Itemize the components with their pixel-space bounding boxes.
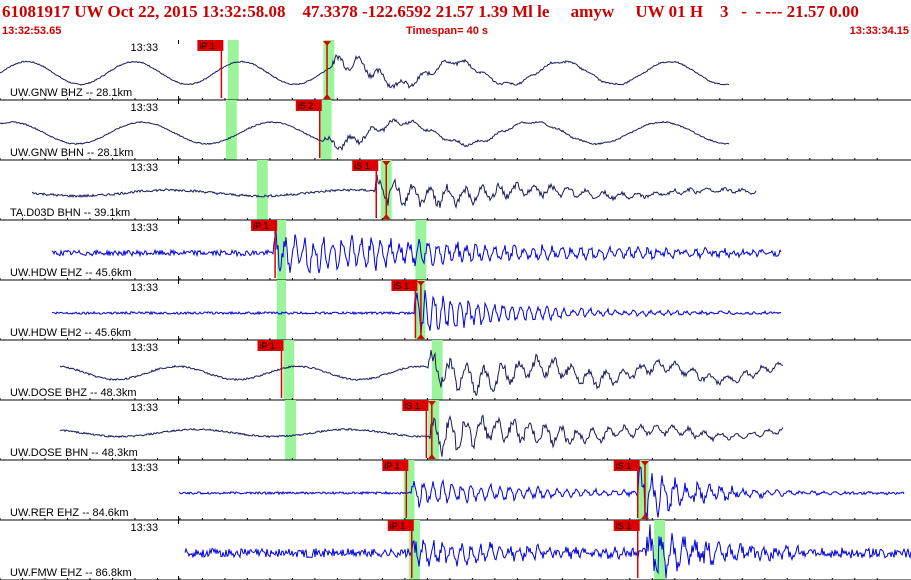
phase-pick-flag[interactable] xyxy=(295,100,322,111)
channel-label: UW.FMW EHZ -- 86.8km xyxy=(10,567,132,579)
waveform-trace[interactable] xyxy=(59,349,784,397)
pick-marker-icon[interactable] xyxy=(382,161,391,166)
pick-window xyxy=(276,280,286,340)
minute-tick-label: 13:33 xyxy=(131,162,159,174)
minute-tick-label: 13:33 xyxy=(131,462,159,474)
waveform-trace[interactable] xyxy=(31,174,757,210)
minute-tick-label: 13:33 xyxy=(131,222,159,234)
waveform-trace[interactable] xyxy=(0,118,730,152)
phase-pick-label: iS 1 xyxy=(616,521,632,531)
channel-row[interactable]: iP 1 13:33 UW.GNW BHZ -- 28.1km xyxy=(0,40,911,101)
pick-window xyxy=(323,40,335,100)
phase-pick-label: iP 1 xyxy=(199,41,214,51)
channel-row[interactable]: iS 2 13:33 UW.GNW BHN -- 28.1km xyxy=(0,100,911,161)
channel-label: UW.RER EHZ -- 84.6km xyxy=(10,507,129,519)
waveform-trace[interactable] xyxy=(51,289,782,334)
channel-row[interactable]: iP 1 iS 1 13:33 UW.FMW EHZ -- 86.8km xyxy=(0,520,911,580)
event-header: 61081917 UW Oct 22, 2015 13:32:58.08 47.… xyxy=(0,0,911,40)
pick-window xyxy=(276,220,286,280)
waveform-trace[interactable] xyxy=(184,524,911,579)
channel-label: UW.DOSE BHN -- 48.3km xyxy=(10,447,138,459)
window-start-time: 13:32:53.65 xyxy=(2,25,62,37)
pick-window xyxy=(225,100,237,160)
pick-window xyxy=(285,400,296,460)
channel-row[interactable]: iS 1 13:33 UW.HDW EH2 -- 45.6km xyxy=(0,280,911,341)
waveform-trace[interactable] xyxy=(59,414,784,457)
channel-label: UW.GNW BHN -- 28.1km xyxy=(10,147,133,159)
waveform-trace[interactable] xyxy=(0,54,730,90)
pick-marker-icon[interactable] xyxy=(640,514,649,519)
pick-window xyxy=(637,460,649,520)
phase-pick-label: iS 2 xyxy=(298,101,314,111)
pick-window xyxy=(414,280,426,340)
phase-pick-flag[interactable] xyxy=(382,460,409,471)
pick-marker-icon[interactable] xyxy=(416,281,425,286)
phase-pick-label: iP 1 xyxy=(253,221,268,231)
minute-tick-label: 13:33 xyxy=(131,522,159,534)
waveform-trace[interactable] xyxy=(51,228,782,274)
channel-row[interactable]: iP 1 13:33 UW.DOSE BHZ -- 48.3km xyxy=(0,340,911,401)
minute-tick-label: 13:33 xyxy=(131,102,159,114)
channel-label: UW.DOSE BHZ -- 48.3km xyxy=(10,387,137,399)
pick-marker-icon[interactable] xyxy=(323,94,332,99)
pick-window xyxy=(431,340,443,400)
channel-label: TA.D03D BHN -- 39.1km xyxy=(10,207,130,219)
pick-window xyxy=(403,460,415,520)
phase-pick-flag[interactable] xyxy=(613,460,640,471)
pick-marker-icon[interactable] xyxy=(640,461,649,466)
pick-marker-icon[interactable] xyxy=(427,401,436,406)
channel-row[interactable]: iP 1 iS 1 13:33 UW.RER EHZ -- 84.6km xyxy=(0,460,911,521)
pick-marker-icon[interactable] xyxy=(382,214,391,219)
pick-window xyxy=(320,100,332,160)
phase-pick-label: iP 1 xyxy=(390,521,405,531)
pick-marker-icon[interactable] xyxy=(427,454,436,459)
pick-window xyxy=(428,400,440,460)
timespan-readout: Timespan= 40 s xyxy=(406,25,489,37)
pick-window xyxy=(283,340,295,400)
phase-pick-label: iS 1 xyxy=(616,461,632,471)
minute-tick-label: 13:33 xyxy=(131,402,159,414)
window-end-time: 13:33:34.15 xyxy=(849,25,909,37)
waveform-trace[interactable] xyxy=(178,466,905,521)
phase-pick-flag[interactable] xyxy=(613,520,640,531)
phase-pick-flag[interactable] xyxy=(257,340,284,351)
channel-row[interactable]: iS 1 13:33 UW.DOSE BHN -- 48.3km xyxy=(0,400,911,461)
event-summary-title: 61081917 UW Oct 22, 2015 13:32:58.08 47.… xyxy=(2,2,859,21)
pick-marker-icon[interactable] xyxy=(416,334,425,339)
minute-tick-label: 13:33 xyxy=(131,282,159,294)
channel-row[interactable]: iS 1 13:33 TA.D03D BHN -- 39.1km xyxy=(0,160,911,221)
pick-marker-icon[interactable] xyxy=(323,41,332,46)
channel-label: UW.GNW BHZ -- 28.1km xyxy=(10,87,132,99)
phase-pick-label: iS 1 xyxy=(404,401,420,411)
channel-label: UW.HDW EHZ -- 45.6km xyxy=(10,267,132,279)
phase-pick-label: iS 1 xyxy=(354,161,370,171)
phase-pick-flag[interactable] xyxy=(391,280,418,291)
phase-pick-flag[interactable] xyxy=(402,400,429,411)
phase-pick-flag[interactable] xyxy=(251,220,278,231)
channel-row[interactable]: iP 1 13:33 UW.HDW EHZ -- 45.6km xyxy=(0,220,911,281)
phase-pick-label: iP 1 xyxy=(259,341,274,351)
phase-pick-label: iP 1 xyxy=(384,461,399,471)
minute-tick-label: 13:33 xyxy=(131,342,159,354)
phase-pick-flag[interactable] xyxy=(197,40,224,51)
phase-pick-label: iS 1 xyxy=(393,281,409,291)
phase-pick-flag[interactable] xyxy=(387,520,414,531)
pick-window xyxy=(227,40,239,100)
pick-window xyxy=(256,160,268,220)
channel-label: UW.HDW EH2 -- 45.6km xyxy=(10,327,131,339)
minute-tick-label: 13:33 xyxy=(131,42,159,54)
pick-window xyxy=(654,520,665,580)
phase-pick-flag[interactable] xyxy=(352,160,379,171)
